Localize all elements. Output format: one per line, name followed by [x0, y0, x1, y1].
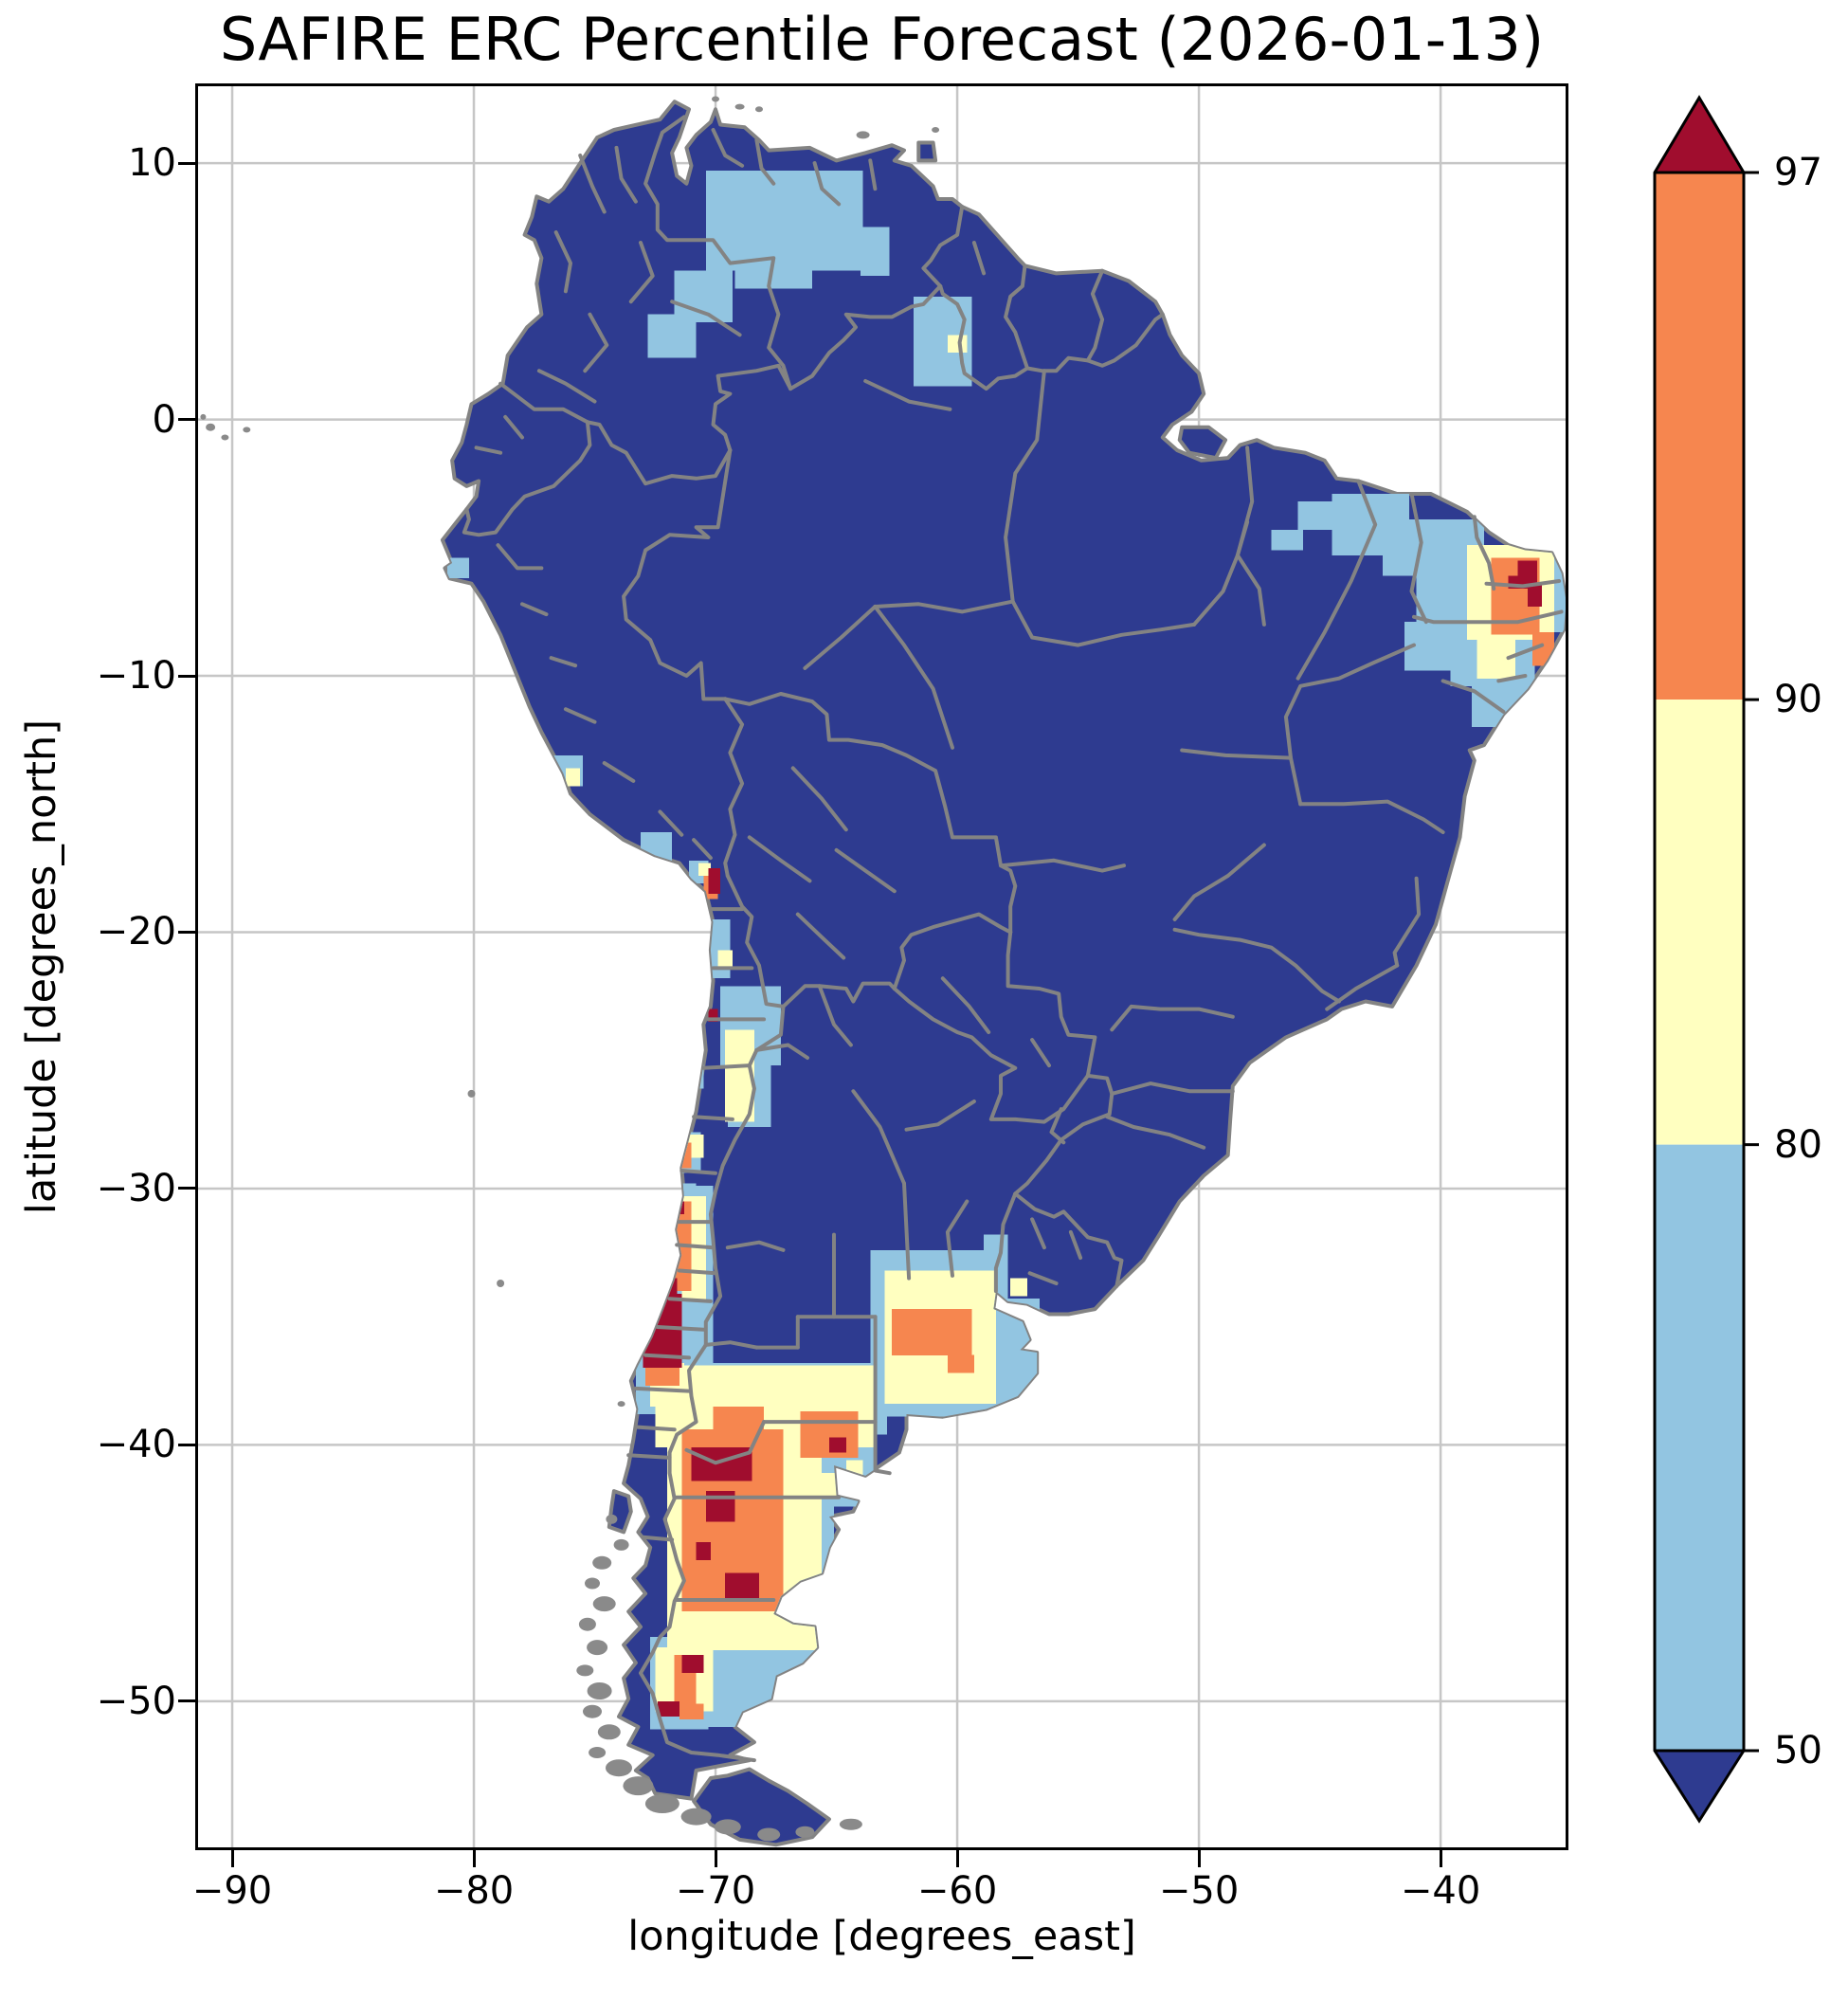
colorbar-tick-label: 80	[1774, 1122, 1822, 1167]
percentile-cells	[447, 171, 1567, 1730]
y-tick-label: 10	[128, 141, 176, 186]
y-tick-label: −50	[96, 1679, 176, 1723]
trinidad	[916, 140, 938, 163]
y-tick-mark	[178, 161, 195, 165]
x-tick-mark	[472, 1850, 476, 1867]
x-axis-label: longitude [degrees_east]	[627, 1913, 1136, 1960]
y-tick-mark	[178, 1699, 195, 1703]
x-tick-label: −40	[1400, 1869, 1481, 1913]
map-plot-area	[195, 83, 1568, 1850]
x-tick-mark	[955, 1850, 959, 1867]
x-tick-label: −50	[1158, 1869, 1240, 1913]
x-tick-label: −70	[675, 1869, 756, 1913]
y-tick-mark	[178, 1443, 195, 1446]
y-tick-label: 0	[152, 397, 176, 442]
x-tick-label: −90	[191, 1869, 273, 1913]
x-tick-mark	[230, 1850, 234, 1867]
y-tick-mark	[178, 930, 195, 934]
chart-title: SAFIRE ERC Percentile Forecast (2026-01-…	[219, 5, 1545, 74]
y-tick-mark	[178, 418, 195, 422]
y-tick-mark	[178, 674, 195, 678]
x-tick-mark	[714, 1850, 717, 1867]
land	[440, 100, 1568, 1847]
y-axis-label: latitude [degrees_north]	[18, 718, 65, 1215]
y-tick-label: −10	[96, 654, 176, 699]
colorbar-tick-label: 97	[1774, 151, 1822, 194]
colorbar-tick-label: 90	[1774, 678, 1822, 722]
chiloe	[607, 1489, 633, 1535]
x-tick-mark	[1197, 1850, 1201, 1867]
y-tick-mark	[178, 1187, 195, 1190]
colorbar-tick-label: 50	[1774, 1729, 1822, 1772]
admin-borders	[462, 115, 1564, 1763]
x-tick-label: −80	[433, 1869, 515, 1913]
x-tick-mark	[1439, 1850, 1442, 1867]
marajo	[1177, 425, 1228, 461]
x-tick-label: −60	[916, 1869, 998, 1913]
colorbar	[1653, 95, 1759, 1824]
y-tick-label: −20	[96, 910, 176, 954]
y-tick-label: −30	[96, 1166, 176, 1210]
y-tick-label: −40	[96, 1423, 176, 1467]
islets	[200, 96, 940, 1842]
